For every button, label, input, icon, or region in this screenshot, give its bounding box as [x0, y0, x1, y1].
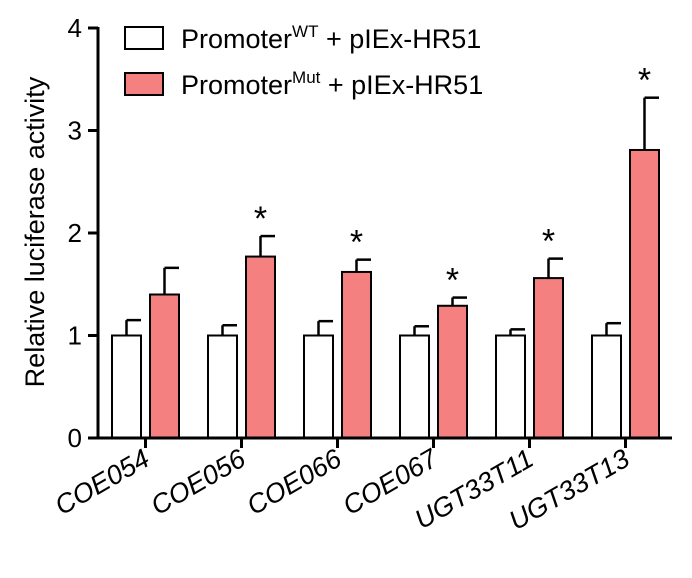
bar-wt-coe054	[111, 334, 142, 439]
bar-mut-coe067	[437, 304, 468, 439]
legend-swatch-wt	[124, 26, 164, 50]
y-tick-label: 1	[68, 321, 82, 351]
y-axis-label: Relative luciferase activity	[20, 76, 50, 387]
significance-star: *	[446, 262, 459, 300]
category-label: COE056	[146, 443, 252, 521]
legend: PromoterWT + pIEx-HR51 PromoterMut + pIEx…	[124, 22, 483, 100]
legend-label-wt: PromoterWT + pIEx-HR51	[181, 22, 481, 54]
category-label: COE054	[50, 443, 155, 521]
significance-star: *	[542, 223, 555, 261]
bar-mut-ugt33t13	[629, 148, 660, 439]
bars-group: * * * * *	[111, 62, 660, 440]
bar-mut-coe056	[245, 255, 276, 440]
bar-mut-coe054	[149, 293, 180, 439]
bar-mut-coe066	[341, 270, 372, 440]
bar-wt-ugt33t11	[495, 334, 526, 439]
bar-wt-coe066	[303, 334, 334, 439]
bar-wt-ugt33t13	[591, 334, 622, 439]
y-tick-label: 4	[68, 13, 82, 43]
bar-wt-coe056	[207, 334, 238, 439]
significance-star: *	[350, 224, 363, 262]
y-tick-label: 2	[68, 218, 82, 248]
bar-mut-ugt33t11	[533, 277, 564, 439]
legend-label-mut: PromoterMut + pIEx-HR51	[181, 68, 483, 100]
y-tick-label: 3	[68, 116, 82, 146]
bar-wt-coe067	[399, 334, 430, 439]
category-label: COE066	[242, 443, 348, 521]
legend-swatch-mut	[124, 72, 164, 96]
significance-star: *	[638, 62, 651, 100]
y-tick-label: 0	[68, 423, 82, 453]
significance-star: *	[254, 200, 267, 238]
